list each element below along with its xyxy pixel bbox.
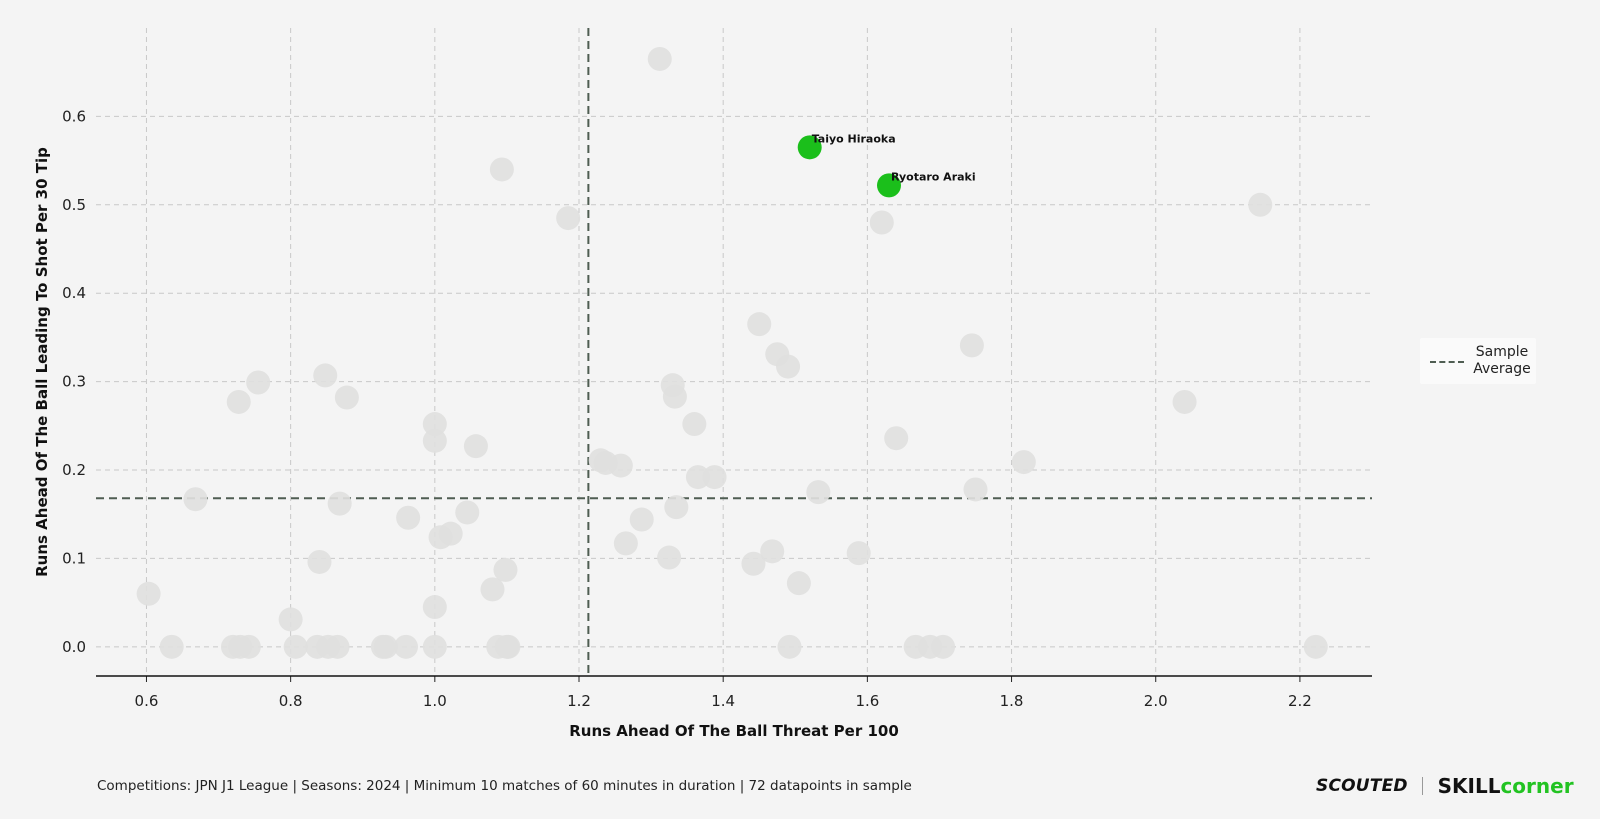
data-point [246,370,271,395]
skillcorner-logo-corner: corner [1500,774,1574,798]
data-point [629,507,654,532]
data-point [931,634,956,659]
data-point [747,312,772,337]
data-point [226,389,251,414]
x-tick-label: 1.2 [567,692,591,710]
data-point [613,531,638,556]
y-tick-label: 0.3 [62,373,86,391]
logo-divider [1422,777,1424,795]
data-point [1248,192,1273,217]
data-points [136,46,1328,659]
data-point [307,549,332,574]
data-point [278,607,303,632]
data-point [1011,450,1036,475]
data-point [183,487,208,512]
data-point [776,354,801,379]
reference-lines [96,28,1372,676]
data-point [963,477,988,502]
data-point [463,434,488,459]
scouted-logo: SCOUTED [1316,776,1408,796]
data-point [741,551,766,576]
x-tick-label: 0.6 [135,692,159,710]
data-point [685,465,710,490]
legend-label: Sample Average [1472,344,1532,378]
x-axis-title: Runs Ahead Of The Ball Threat Per 100 [569,722,899,740]
data-point [664,495,689,520]
highlighted-point-label: Ryotaro Araki [891,170,976,183]
data-point [1303,634,1328,659]
data-point [236,634,261,659]
y-tick-label: 0.5 [62,196,86,214]
legend: Sample Average [1420,338,1536,384]
y-tick-label: 0.2 [62,461,86,479]
data-point [455,500,480,525]
data-point [662,384,687,409]
highlighted-point [876,173,901,198]
axes: 0.6 0.8 1.0 1.2 1.4 1.6 1.8 2.0 2.2 0.0 0.1 0.2 0.3 0… [62,107,1372,710]
data-point [422,412,447,437]
x-tick-label: 1.8 [1000,692,1024,710]
data-point [846,541,871,566]
data-point [325,634,350,659]
x-tick-label: 1.4 [711,692,735,710]
data-point [334,385,359,410]
data-point [493,557,518,582]
data-point [422,634,447,659]
data-point [373,634,398,659]
legend-label-line-2: Average [1473,361,1531,377]
data-point [496,634,521,659]
data-point [283,634,308,659]
y-tick-label: 0.6 [62,107,86,125]
data-point [786,571,811,596]
highlighted-points: Taiyo Hiraoka Ryotaro Araki [797,132,976,198]
data-point [396,505,421,530]
data-point [806,480,831,505]
data-point [489,157,514,182]
y-tick-label: 0.0 [62,638,86,656]
x-tick-label: 0.8 [279,692,303,710]
legend-dashed-line-swatch [1430,361,1464,363]
y-axis-title: Runs Ahead Of The Ball Leading To Shot P… [33,147,51,577]
data-point [702,465,727,490]
highlighted-point [797,135,822,160]
x-tick-label: 1.0 [423,692,447,710]
data-point [869,210,894,235]
data-point [1172,389,1197,414]
data-point [959,333,984,358]
data-point [393,634,418,659]
data-point [647,46,672,71]
data-point [422,428,447,453]
highlighted-point-label: Taiyo Hiraoka [812,132,896,145]
data-point [760,539,785,564]
data-point [480,577,505,602]
data-point [313,363,338,388]
data-point [682,412,707,437]
skillcorner-logo-skill: SKILL [1437,774,1501,798]
x-tick-label: 1.6 [855,692,879,710]
x-tick-label: 2.2 [1288,692,1312,710]
data-point [159,634,184,659]
y-tick-label: 0.1 [62,549,86,567]
legend-label-line-1: Sample [1475,344,1529,360]
data-point [422,595,447,620]
brand-logos: SCOUTED SKILLcorner [1316,774,1574,800]
data-point [136,581,161,606]
skillcorner-logo: SKILLcorner [1438,774,1574,798]
y-tick-label: 0.4 [62,284,86,302]
data-point [556,206,581,231]
data-point [327,491,352,516]
data-point [884,426,909,451]
grid [96,28,1372,676]
x-tick-label: 2.0 [1144,692,1168,710]
data-point [777,634,802,659]
data-point [657,545,682,570]
data-point [438,521,463,546]
data-point [608,453,633,478]
footnote: Competitions: JPN J1 League | Seasons: 2… [97,778,912,794]
